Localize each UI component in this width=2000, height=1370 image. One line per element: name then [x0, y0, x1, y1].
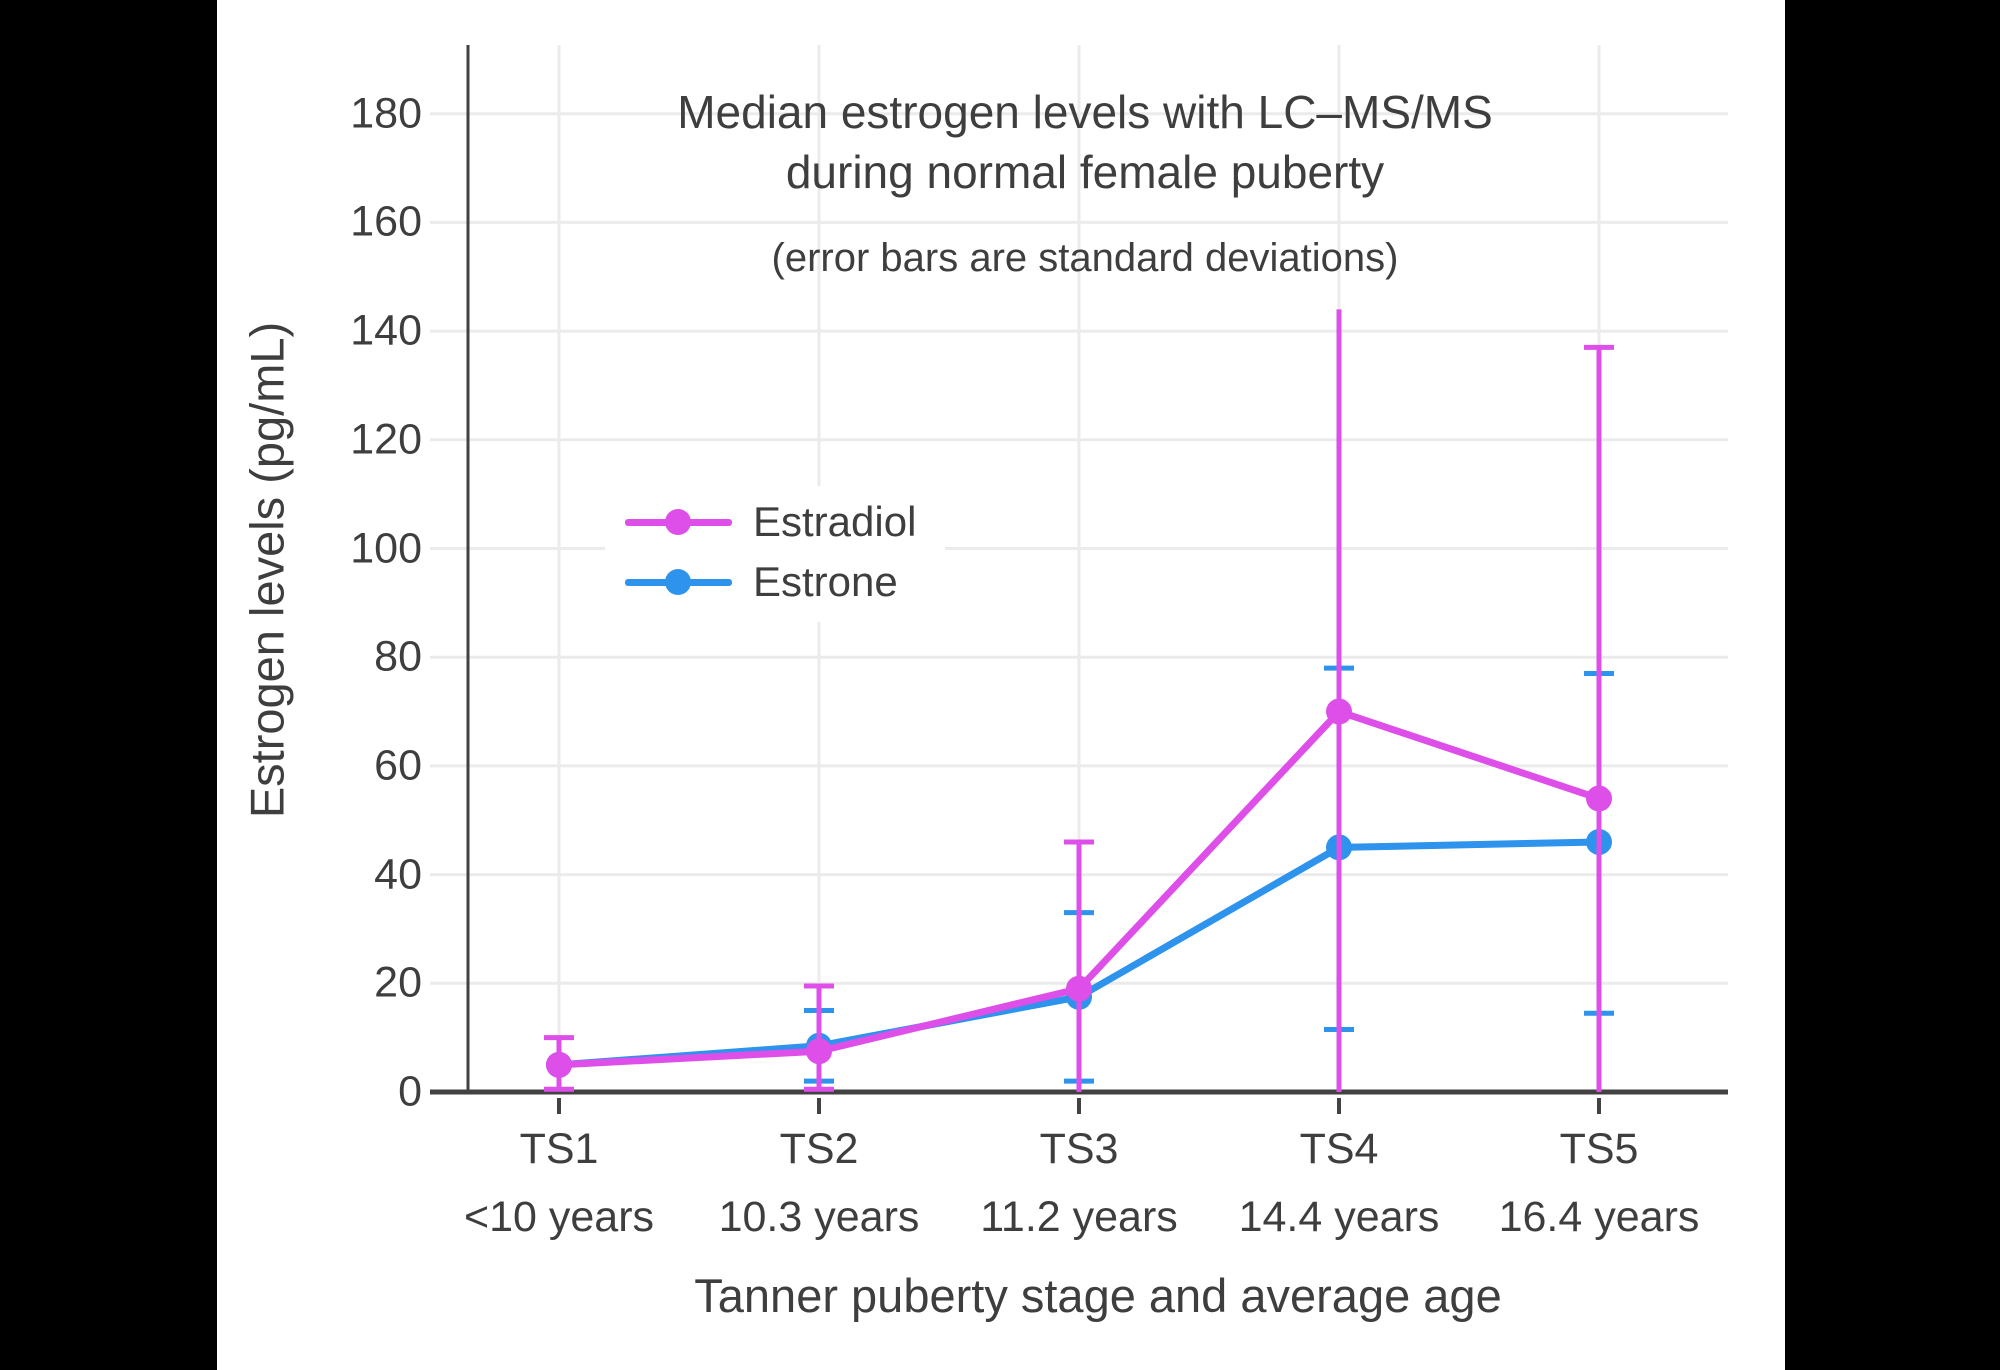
chart-canvas — [217, 0, 1785, 1370]
chart-title-line-1: Median estrogen levels with LC–MS/MS — [677, 86, 1493, 138]
legend-item-estradiol: Estradiol — [605, 492, 945, 552]
estradiol-marker — [546, 1051, 572, 1078]
estradiol-marker — [1586, 785, 1612, 812]
y-tick-label: 120 — [350, 415, 422, 464]
y-tick-label: 80 — [374, 632, 422, 681]
y-tick-label: 100 — [350, 524, 422, 572]
y-tick-label: 160 — [350, 197, 422, 246]
x-axis-title: Tanner puberty stage and average age — [694, 1269, 1502, 1322]
y-tick-label: 140 — [350, 306, 422, 355]
x-age-label: 11.2 years — [980, 1193, 1178, 1241]
estradiol-marker — [1066, 975, 1092, 1002]
y-tick-label: 60 — [374, 741, 422, 790]
estrone-line-swatch — [625, 569, 732, 595]
x-age-label: 10.3 years — [718, 1193, 920, 1241]
chart-title-line-2: during normal female puberty — [785, 146, 1385, 198]
legend-label-estrone: Estrone — [753, 558, 898, 605]
x-age-label: 14.4 years — [1238, 1193, 1440, 1241]
legend-item-estrone: Estrone — [605, 552, 945, 612]
estradiol-marker — [1326, 698, 1352, 725]
chart-subtitle: (error bars are standard deviations) — [771, 236, 1399, 280]
x-age-label: <10 years — [463, 1193, 655, 1241]
estradiol-line-swatch — [625, 509, 732, 535]
x-age-label: 16.4 years — [1498, 1193, 1700, 1241]
x-category-label: TS1 — [519, 1125, 599, 1173]
y-tick-label: 40 — [374, 850, 422, 899]
y-tick-label: 0 — [398, 1067, 422, 1116]
estradiol-marker — [806, 1038, 832, 1065]
x-category-label: TS4 — [1299, 1125, 1379, 1173]
x-category-label: TS5 — [1559, 1125, 1639, 1173]
y-tick-label: 20 — [374, 958, 422, 1007]
legend: Estradiol Estrone — [605, 486, 945, 622]
x-category-label: TS2 — [779, 1125, 859, 1173]
y-tick-label: 180 — [350, 89, 422, 138]
x-category-label: TS3 — [1039, 1125, 1119, 1173]
legend-label-estradiol: Estradiol — [753, 498, 917, 545]
